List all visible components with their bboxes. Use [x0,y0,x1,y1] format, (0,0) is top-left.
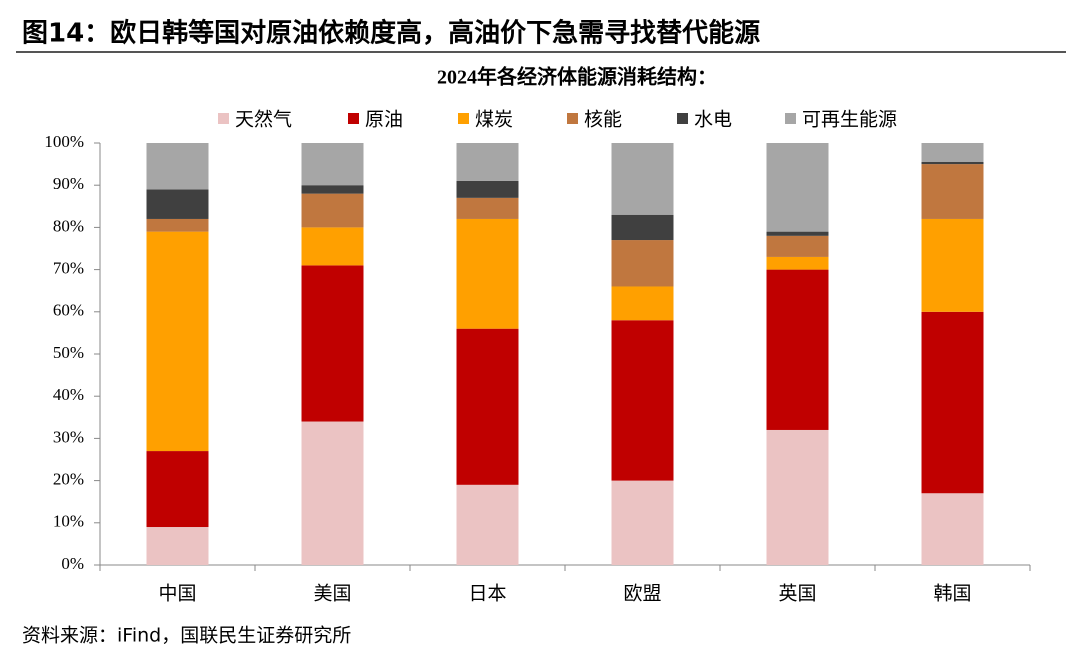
bar-segment [146,451,209,528]
legend-label: 煤炭 [475,109,513,131]
source: 资料来源：iFind，国联民生证券研究所 [22,625,351,647]
bar-segment [611,214,674,241]
legend-swatch [567,113,578,124]
bar-segment [611,240,674,287]
bar-segment [921,143,984,162]
x-tick-label: 中国 [158,583,196,605]
bar-segment [766,429,829,565]
bar-segment [766,235,829,257]
y-tick-label: 40% [53,385,84,404]
legend-swatch [785,113,796,124]
x-tick-label: 美国 [313,583,351,605]
y-tick-label: 80% [53,216,84,235]
bar-segment [456,484,519,565]
bar-segment [456,143,519,181]
bar-segment [921,311,984,494]
bar-segment [456,218,519,329]
bar-segment [456,180,519,198]
y-tick-label: 50% [53,343,84,362]
bar-segment [766,256,829,270]
bar-segment [301,185,364,194]
bar-segment [301,265,364,422]
legend-label: 核能 [584,109,622,131]
x-tick-label: 英国 [778,583,816,605]
bar-segment [456,197,519,219]
bar-segment [766,143,829,232]
bar-segment [766,231,829,236]
bar-segment [456,328,519,485]
x-tick-label: 日本 [468,583,506,605]
legend-label: 可再生能源 [802,109,897,131]
y-tick-label: 20% [53,470,84,489]
legend-label: 原油 [365,109,403,131]
bar-segment [301,227,364,266]
bar-segment [146,527,209,565]
bar-segment [146,218,209,232]
x-tick-label: 欧盟 [623,583,661,605]
bar-segment [611,286,674,321]
bar-segment [301,421,364,565]
y-tick-label: 60% [53,301,84,320]
bar-segment [146,143,209,190]
bar-segment [301,143,364,186]
x-tick-label: 韩国 [933,583,971,605]
bar-segment [146,231,209,452]
y-tick-label: 90% [53,174,84,193]
chart-title: 2024年各经济体能源消耗结构： [437,65,717,89]
bar-segment [921,218,984,312]
y-tick-label: 10% [53,512,84,531]
page-title: 图14：欧日韩等国对原油依赖度高，高油价下急需寻找替代能源 [22,18,760,49]
legend-label: 天然气 [235,109,292,131]
bar-segment [611,480,674,565]
legend-swatch [677,113,688,124]
bar-segment [611,143,674,215]
y-tick-label: 0% [61,554,84,573]
y-tick-label: 70% [53,259,84,278]
bar-segment [921,161,984,165]
legend-label: 水电 [694,109,732,131]
bar-segment [611,320,674,481]
bar-segment [921,164,984,219]
bar-segment [766,269,829,430]
legend-swatch [218,113,229,124]
bar-segment [301,193,364,228]
bar-segment [921,493,984,565]
y-tick-label: 100% [44,132,84,151]
bar-segment [146,189,209,219]
y-tick-label: 30% [53,427,84,446]
legend-swatch [348,113,359,124]
legend-swatch [458,113,469,124]
